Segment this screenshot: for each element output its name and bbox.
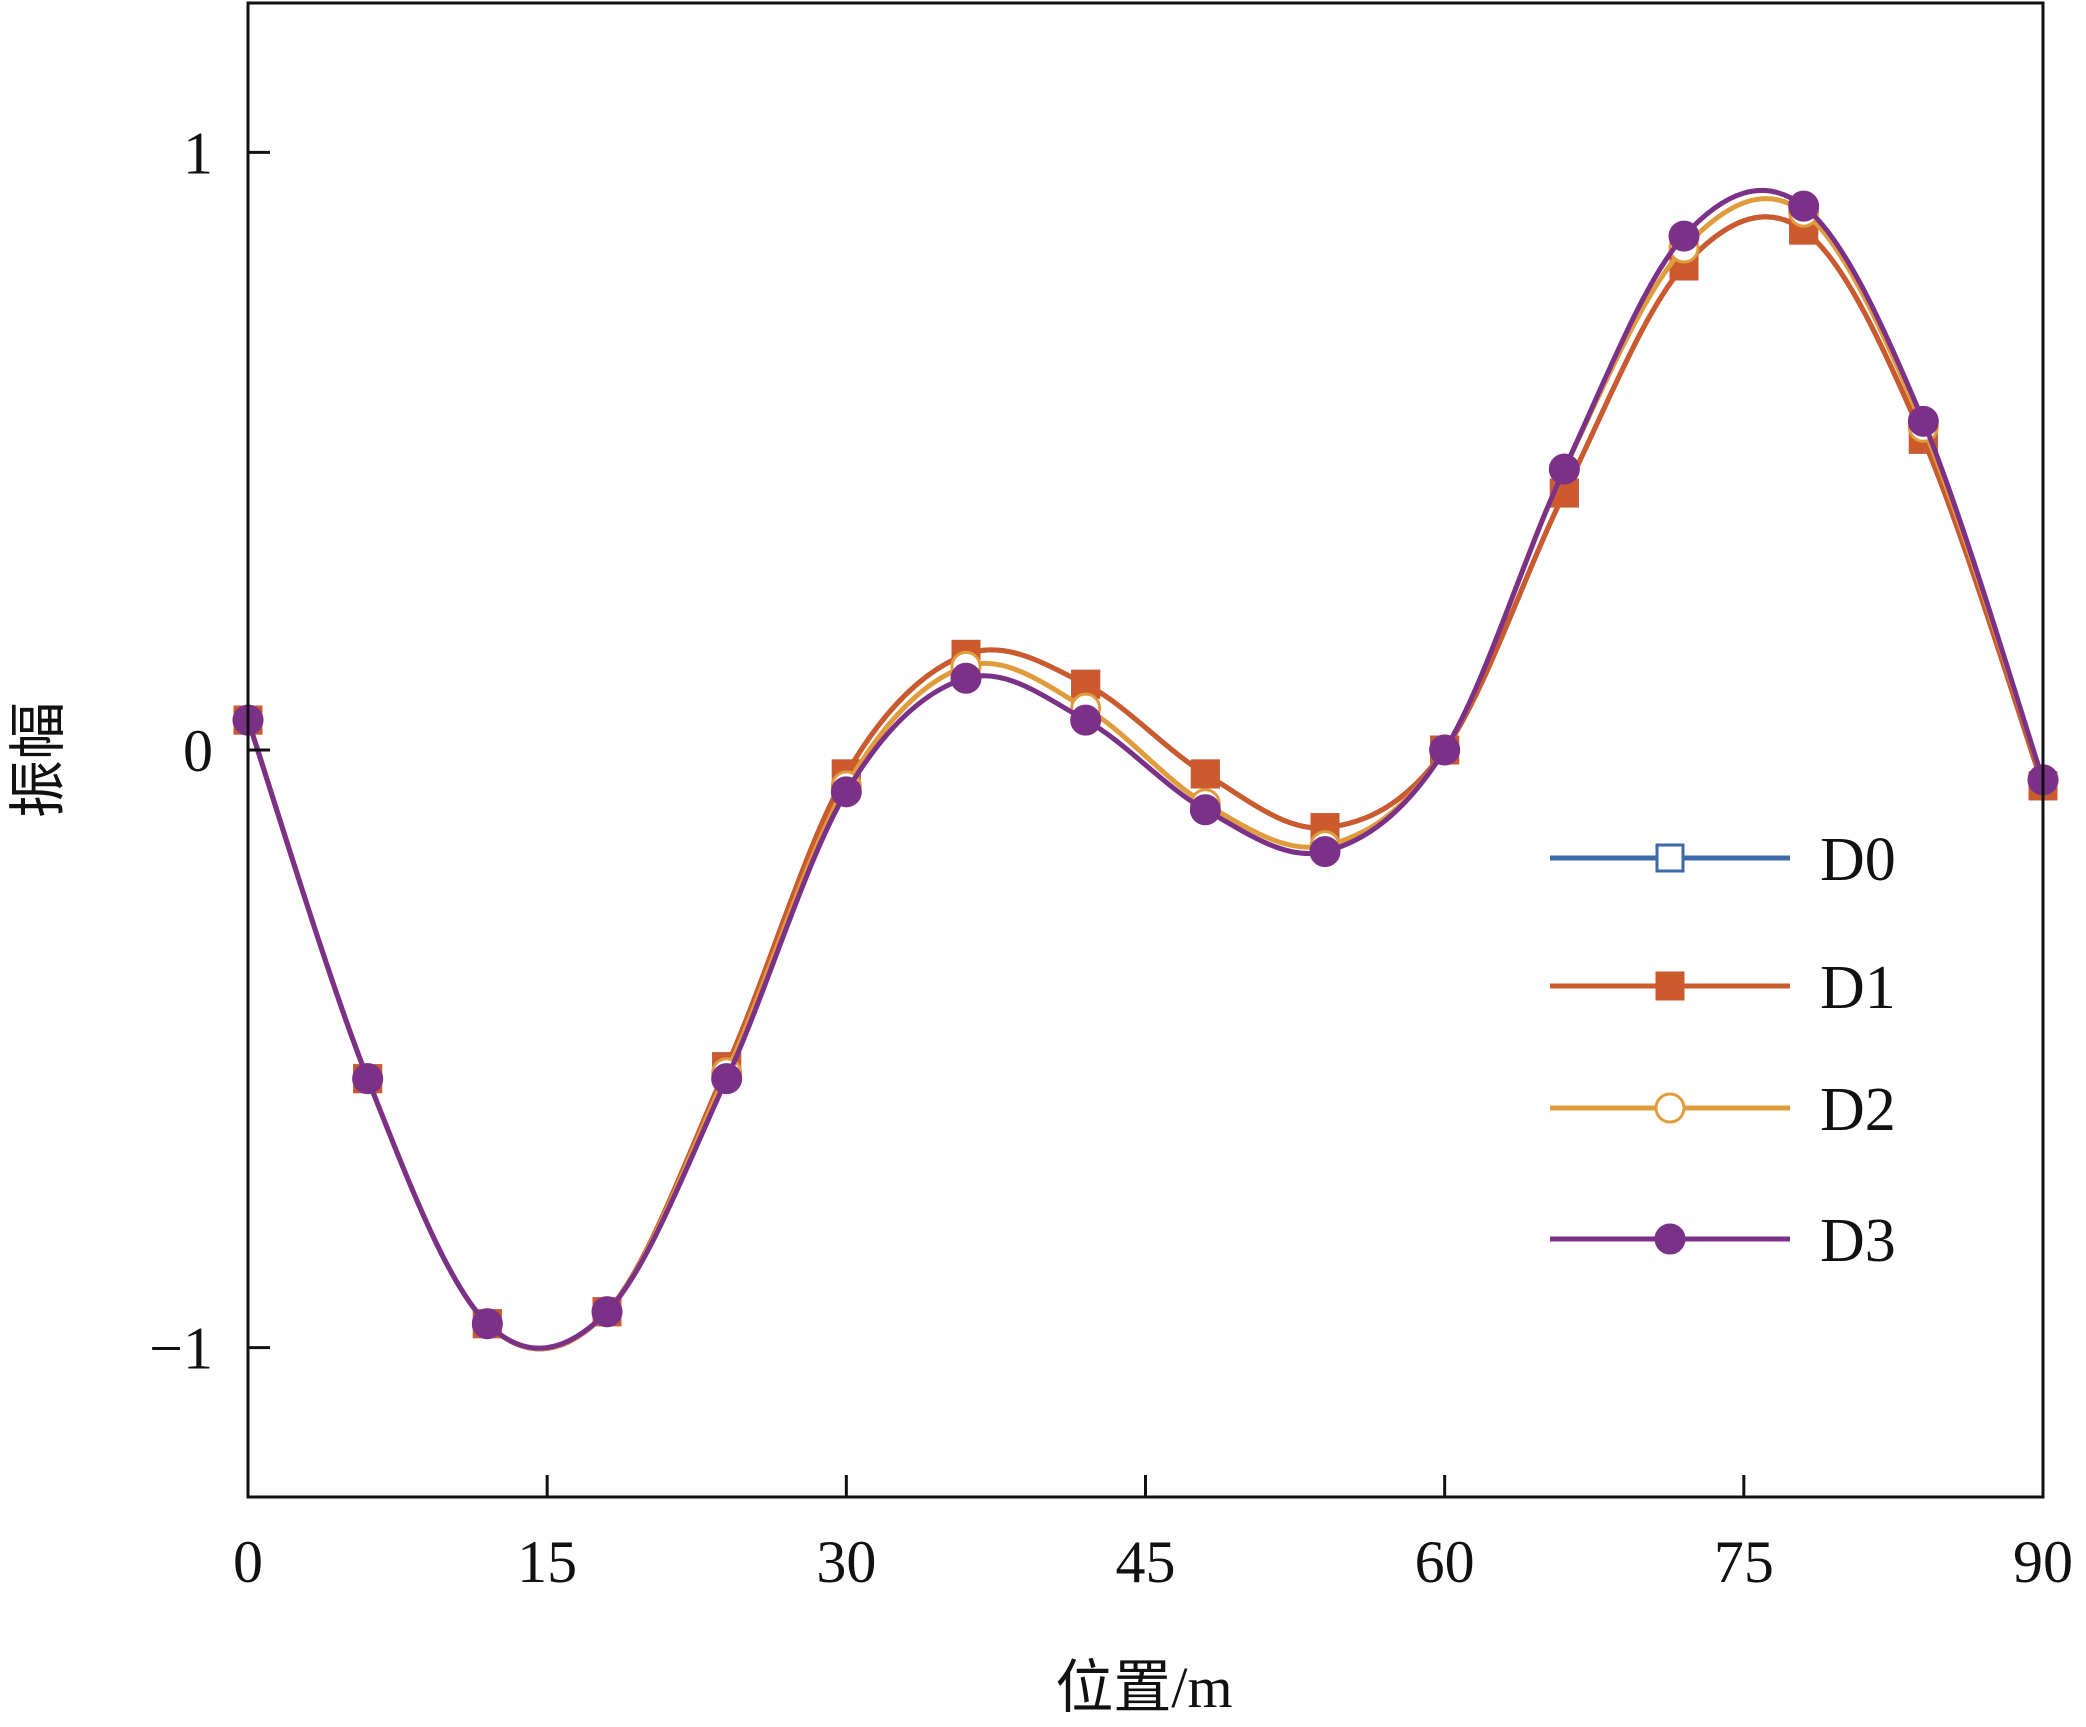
legend-item-d1: D1 [1550,954,1896,1022]
y-axis-title: 振幅 [6,702,71,818]
legend-label: D2 [1820,1076,1896,1144]
x-tick-label: 75 [1714,1529,1774,1595]
x-tick-label: 15 [517,1529,577,1595]
x-tick-label: 90 [2013,1529,2073,1595]
legend-label: D3 [1820,1207,1896,1275]
data-point-d3 [591,1296,623,1328]
data-point-d3 [1907,405,1939,437]
x-tick-label: 30 [816,1529,876,1595]
legend-item-d2: D2 [1550,1076,1896,1144]
data-point-d3 [950,662,982,694]
data-point-d3 [471,1308,503,1340]
data-point-d3 [711,1063,743,1095]
legend-marker [1655,971,1685,1001]
data-point-d3 [1189,794,1221,826]
x-tick-label: 60 [1415,1529,1475,1595]
data-point-d3 [1668,220,1700,252]
axes-layer: 0 15 30 45 60 75 90 −1 0 1 [149,1,2073,1595]
legend-label: D0 [1820,826,1896,894]
data-point-d3 [830,776,862,808]
x-axis-title: 位置/m [1055,1655,1232,1720]
plot-frame [246,1,2045,1499]
legend-marker [1654,1223,1686,1255]
series-layer [232,188,2059,1352]
series-d2 [232,196,2059,1351]
legend-marker [1654,1092,1686,1124]
x-tick-label: 0 [233,1529,263,1595]
legend-item-d0: D0 [1550,826,1896,894]
x-tick-label: 45 [1116,1529,1176,1595]
legend: D0 D1 D2 D3 [1550,826,1896,1275]
data-point-d3 [1309,836,1341,868]
data-point-d3 [1548,453,1580,485]
data-point-d3 [1788,190,1820,222]
series-d0 [233,214,2058,1352]
legend-marker [1655,843,1685,873]
data-point-d3 [1070,704,1102,736]
y-tick-label: −1 [149,1316,213,1382]
legend-label: D1 [1820,954,1896,1022]
series-line-d0 [245,214,2046,1352]
series-d1 [233,214,2058,1352]
series-line-d2 [245,196,2046,1351]
series-line-d1 [245,214,2046,1352]
data-point-d3 [1429,734,1461,766]
series-line-d3 [245,188,2046,1351]
y-tick-label: 0 [183,718,213,784]
y-tick-label: 1 [183,120,213,186]
data-point-d1 [1190,759,1220,789]
series-d3 [232,188,2059,1351]
legend-item-d3: D3 [1550,1207,1896,1275]
data-point-d3 [352,1063,384,1095]
